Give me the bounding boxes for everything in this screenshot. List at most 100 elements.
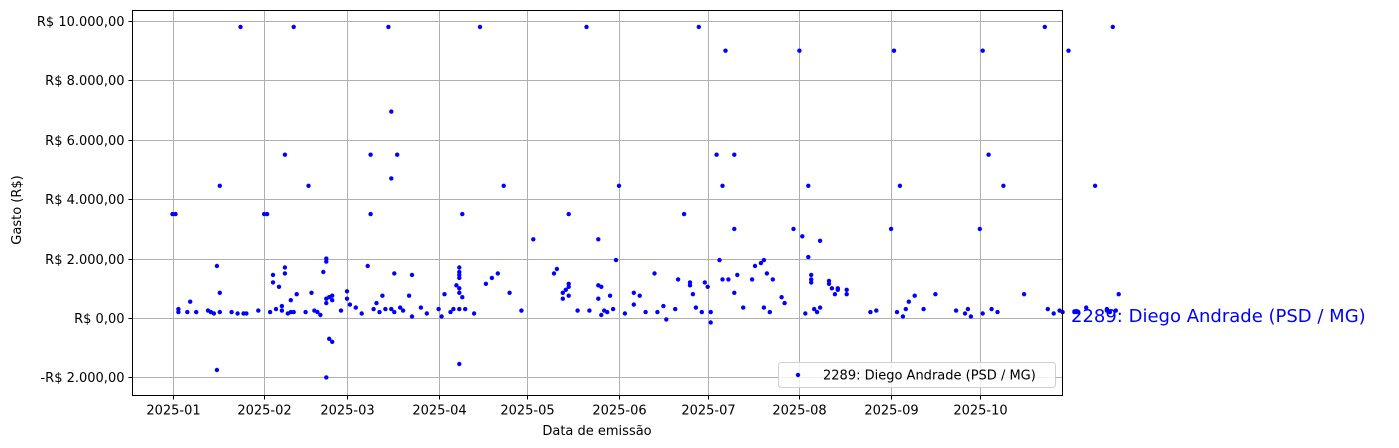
data-point bbox=[1075, 309, 1080, 315]
y-axis-label: Gasto (R$) bbox=[10, 175, 25, 244]
data-point bbox=[962, 311, 968, 316]
data-point bbox=[673, 306, 678, 312]
data-point bbox=[389, 176, 394, 181]
legend: 2289: Diego Andrade (PSD / MG) bbox=[778, 362, 1056, 388]
data-point bbox=[897, 183, 903, 188]
x-tick-label: 2025-06 bbox=[592, 404, 646, 419]
data-point bbox=[244, 311, 249, 316]
data-point bbox=[584, 24, 589, 30]
data-point bbox=[563, 287, 568, 292]
legend-box bbox=[778, 362, 1056, 388]
y-tick-label: R$ 4.000,00 bbox=[45, 193, 124, 208]
data-point bbox=[596, 296, 601, 301]
data-point bbox=[696, 24, 701, 30]
data-point bbox=[868, 309, 873, 315]
data-point bbox=[1110, 24, 1116, 30]
data-point bbox=[587, 308, 592, 313]
x-tick-label: 2025-07 bbox=[681, 404, 735, 419]
data-point bbox=[457, 306, 462, 312]
data-point bbox=[173, 211, 178, 217]
data-point bbox=[631, 302, 636, 307]
data-point bbox=[1084, 305, 1089, 310]
data-point bbox=[986, 152, 991, 157]
data-point bbox=[968, 314, 974, 319]
data-point bbox=[327, 336, 332, 341]
data-point bbox=[344, 289, 350, 294]
data-point bbox=[933, 292, 938, 297]
data-point bbox=[809, 280, 814, 285]
data-point bbox=[758, 260, 764, 266]
data-point bbox=[566, 281, 571, 286]
data-point bbox=[457, 269, 462, 275]
data-point bbox=[264, 211, 270, 217]
data-point bbox=[1042, 24, 1048, 30]
data-point bbox=[457, 361, 462, 367]
data-point bbox=[809, 272, 814, 278]
data-point bbox=[560, 290, 565, 295]
data-point bbox=[652, 271, 657, 276]
data-point bbox=[812, 306, 817, 312]
data-point bbox=[891, 48, 897, 53]
data-point bbox=[439, 314, 444, 319]
data-point bbox=[829, 286, 835, 291]
data-point bbox=[965, 306, 971, 312]
data-point bbox=[457, 265, 462, 270]
data-point bbox=[797, 48, 802, 53]
data-point bbox=[1021, 292, 1027, 297]
data-point bbox=[368, 211, 373, 217]
data-point bbox=[321, 269, 326, 275]
data-point bbox=[188, 299, 193, 304]
data-point bbox=[368, 152, 373, 157]
data-point bbox=[702, 280, 707, 285]
data-point bbox=[279, 303, 285, 309]
data-point bbox=[217, 309, 222, 315]
data-point bbox=[599, 284, 604, 289]
data-point bbox=[806, 254, 811, 260]
data-point bbox=[806, 183, 811, 188]
grid-lines bbox=[132, 10, 1063, 396]
data-point bbox=[386, 24, 391, 30]
data-point bbox=[610, 306, 616, 312]
data-point bbox=[483, 281, 489, 286]
data-point bbox=[383, 306, 388, 312]
data-point bbox=[217, 183, 222, 188]
data-point bbox=[1045, 306, 1051, 312]
data-point bbox=[495, 271, 500, 276]
data-point bbox=[392, 271, 397, 276]
data-point bbox=[717, 257, 722, 263]
data-point bbox=[977, 226, 982, 232]
data-point bbox=[560, 296, 565, 301]
y-tick-label: -R$ 2.000,00 bbox=[40, 371, 124, 386]
data-point bbox=[708, 309, 713, 315]
x-tick-label: 2025-10 bbox=[953, 404, 1007, 419]
data-point bbox=[442, 292, 447, 297]
y-tick-label: R$ 8.000,00 bbox=[45, 74, 124, 89]
data-point bbox=[282, 152, 288, 157]
data-point bbox=[389, 109, 394, 114]
data-point bbox=[554, 266, 560, 272]
data-point bbox=[622, 311, 628, 316]
data-point bbox=[767, 309, 772, 315]
data-point bbox=[1107, 309, 1113, 315]
data-point bbox=[921, 306, 926, 312]
y-tick-label: R$ 10.000,00 bbox=[37, 15, 125, 30]
data-point bbox=[380, 293, 385, 298]
data-point bbox=[217, 290, 222, 295]
x-axis-label: Data de emissão bbox=[542, 424, 651, 439]
data-point bbox=[214, 367, 220, 373]
data-point bbox=[655, 309, 660, 315]
data-point bbox=[1001, 183, 1006, 188]
x-tick-label: 2025-03 bbox=[320, 404, 374, 419]
data-point bbox=[270, 272, 276, 278]
data-point bbox=[309, 290, 314, 295]
data-point bbox=[424, 311, 429, 316]
data-point bbox=[874, 308, 879, 313]
data-point bbox=[800, 234, 805, 239]
data-point bbox=[616, 183, 622, 188]
data-point bbox=[409, 272, 415, 278]
data-point bbox=[720, 183, 725, 188]
data-point bbox=[454, 283, 459, 288]
data-point bbox=[741, 305, 746, 310]
data-point bbox=[371, 306, 376, 312]
